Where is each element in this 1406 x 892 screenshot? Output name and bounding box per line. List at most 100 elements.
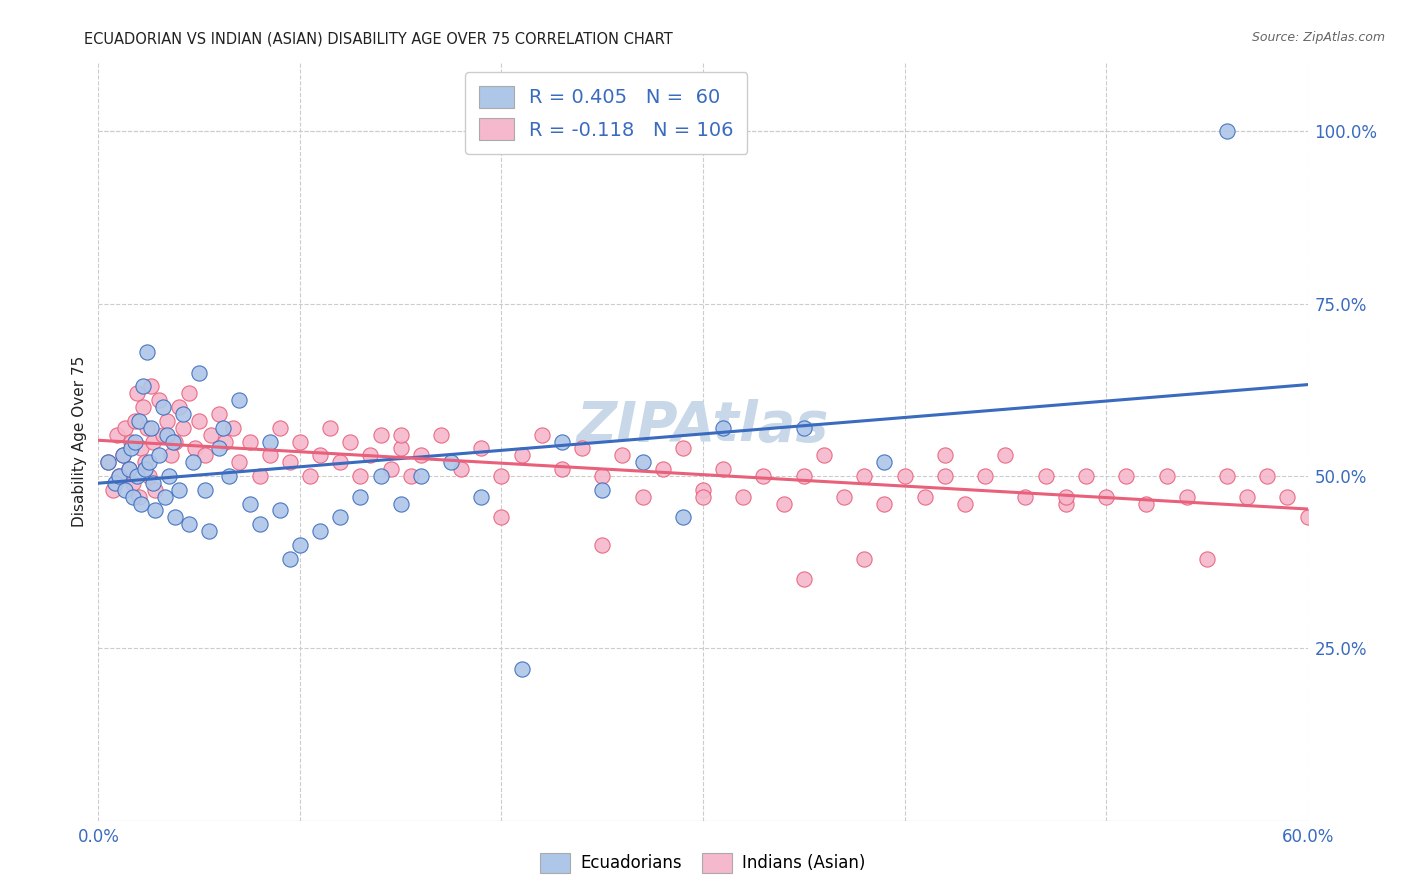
- Point: [148, 448, 170, 462]
- Point: [1035, 469, 1057, 483]
- Point: [278, 551, 301, 566]
- Point: [249, 517, 271, 532]
- Point: [208, 442, 231, 456]
- Point: [914, 490, 936, 504]
- Point: [163, 510, 186, 524]
- Point: [124, 414, 146, 428]
- Point: [135, 421, 157, 435]
- Point: [430, 427, 453, 442]
- Point: [672, 442, 695, 456]
- Point: [129, 442, 152, 456]
- Point: [1296, 510, 1319, 524]
- Point: [934, 469, 956, 483]
- Point: [118, 462, 141, 476]
- Point: [228, 393, 250, 408]
- Point: [239, 497, 262, 511]
- Point: [162, 434, 184, 449]
- Point: [591, 538, 613, 552]
- Point: [733, 490, 755, 504]
- Point: [212, 421, 235, 435]
- Point: [259, 448, 281, 462]
- Point: [184, 442, 207, 456]
- Point: [813, 448, 835, 462]
- Point: [143, 483, 166, 497]
- Point: [1054, 497, 1077, 511]
- Point: [107, 469, 129, 483]
- Point: [214, 434, 236, 449]
- Y-axis label: Disability Age Over 75: Disability Age Over 75: [72, 356, 87, 527]
- Point: [125, 386, 148, 401]
- Point: [208, 407, 231, 421]
- Point: [470, 490, 492, 504]
- Point: [148, 393, 170, 408]
- Point: [143, 503, 166, 517]
- Text: ECUADORIAN VS INDIAN (ASIAN) DISABILITY AGE OVER 75 CORRELATION CHART: ECUADORIAN VS INDIAN (ASIAN) DISABILITY …: [84, 31, 673, 46]
- Point: [152, 400, 174, 414]
- Point: [132, 379, 155, 393]
- Point: [409, 469, 432, 483]
- Point: [156, 427, 179, 442]
- Point: [179, 386, 201, 401]
- Point: [1135, 497, 1157, 511]
- Point: [132, 400, 155, 414]
- Point: [259, 434, 281, 449]
- Point: [651, 462, 673, 476]
- Point: [269, 503, 291, 517]
- Point: [329, 510, 352, 524]
- Point: [793, 469, 815, 483]
- Point: [135, 345, 157, 359]
- Point: [142, 475, 165, 490]
- Point: [994, 448, 1017, 462]
- Point: [152, 427, 174, 442]
- Point: [103, 475, 125, 490]
- Point: [218, 469, 240, 483]
- Point: [114, 483, 136, 497]
- Point: [138, 469, 160, 483]
- Point: [160, 448, 183, 462]
- Point: [139, 379, 162, 393]
- Point: [288, 434, 311, 449]
- Point: [134, 455, 156, 469]
- Point: [107, 469, 129, 483]
- Point: [222, 421, 245, 435]
- Point: [1156, 469, 1178, 483]
- Point: [1095, 490, 1118, 504]
- Point: [510, 662, 533, 676]
- Point: [470, 442, 492, 456]
- Point: [118, 462, 141, 476]
- Point: [142, 434, 165, 449]
- Point: [793, 421, 815, 435]
- Point: [124, 434, 146, 449]
- Point: [172, 421, 194, 435]
- Point: [239, 434, 262, 449]
- Legend: R = 0.405   N =  60, R = -0.118   N = 106: R = 0.405 N = 60, R = -0.118 N = 106: [465, 72, 748, 154]
- Point: [188, 366, 211, 380]
- Point: [873, 497, 896, 511]
- Point: [134, 462, 156, 476]
- Point: [672, 510, 695, 524]
- Text: ZIPAtlas: ZIPAtlas: [576, 400, 830, 453]
- Point: [571, 442, 593, 456]
- Point: [249, 469, 271, 483]
- Point: [228, 455, 250, 469]
- Point: [793, 573, 815, 587]
- Point: [278, 455, 301, 469]
- Point: [120, 434, 142, 449]
- Point: [1216, 469, 1239, 483]
- Point: [491, 469, 513, 483]
- Point: [631, 490, 654, 504]
- Point: [163, 434, 186, 449]
- Point: [389, 442, 412, 456]
- Text: Source: ZipAtlas.com: Source: ZipAtlas.com: [1251, 31, 1385, 45]
- Point: [329, 455, 352, 469]
- Point: [389, 497, 412, 511]
- Point: [167, 483, 190, 497]
- Point: [188, 414, 211, 428]
- Point: [179, 517, 201, 532]
- Point: [111, 448, 134, 462]
- Point: [832, 490, 855, 504]
- Point: [1216, 124, 1239, 138]
- Point: [167, 400, 190, 414]
- Point: [873, 455, 896, 469]
- Point: [1195, 551, 1218, 566]
